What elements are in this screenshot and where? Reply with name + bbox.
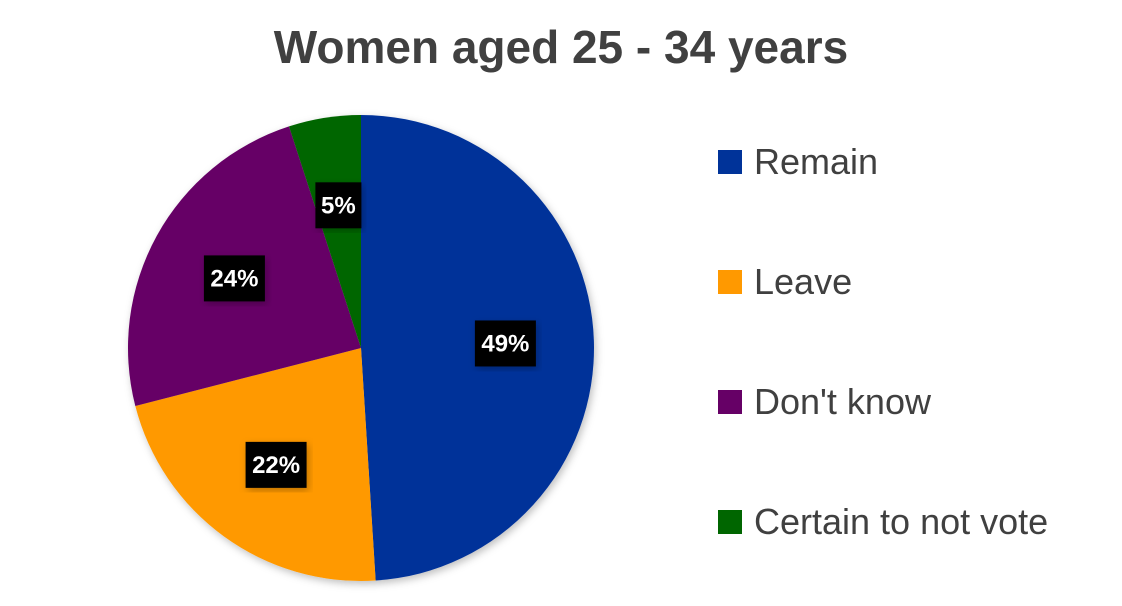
- legend-item-remain: Remain: [718, 140, 878, 184]
- data-label-certain-to-not-vote: 5%: [315, 182, 362, 229]
- data-label-box: [245, 441, 307, 488]
- legend-item-don-t-know: Don't know: [718, 380, 931, 424]
- data-label-text: 24%: [210, 265, 258, 292]
- legend-swatch: [718, 150, 742, 174]
- pie-slice-certain-to-not-vote: [288, 115, 361, 348]
- data-label-text: 49%: [481, 330, 529, 357]
- legend-label: Remain: [754, 141, 879, 182]
- data-label-text: 22%: [252, 452, 300, 479]
- data-label-remain: 49%: [474, 320, 536, 367]
- data-label-don-t-know: 24%: [203, 255, 265, 302]
- legend-label: Certain to not vote: [754, 501, 1049, 542]
- data-label-leave: 22%: [245, 441, 307, 488]
- legend-swatch: [718, 270, 742, 294]
- legend-label: Don't know: [754, 381, 931, 422]
- legend-item-leave: Leave: [718, 260, 852, 304]
- legend-swatch: [718, 390, 742, 414]
- legend-item-certain-to-not-vote: Certain to not vote: [718, 500, 1048, 544]
- data-label-box: [315, 182, 362, 229]
- chart-title: Women aged 25 - 34 years: [273, 21, 849, 73]
- legend-swatch: [718, 510, 742, 534]
- data-label-box: [474, 320, 536, 367]
- legend-label: Leave: [754, 261, 853, 302]
- data-label-box: [203, 255, 265, 302]
- data-label-text: 5%: [321, 192, 356, 219]
